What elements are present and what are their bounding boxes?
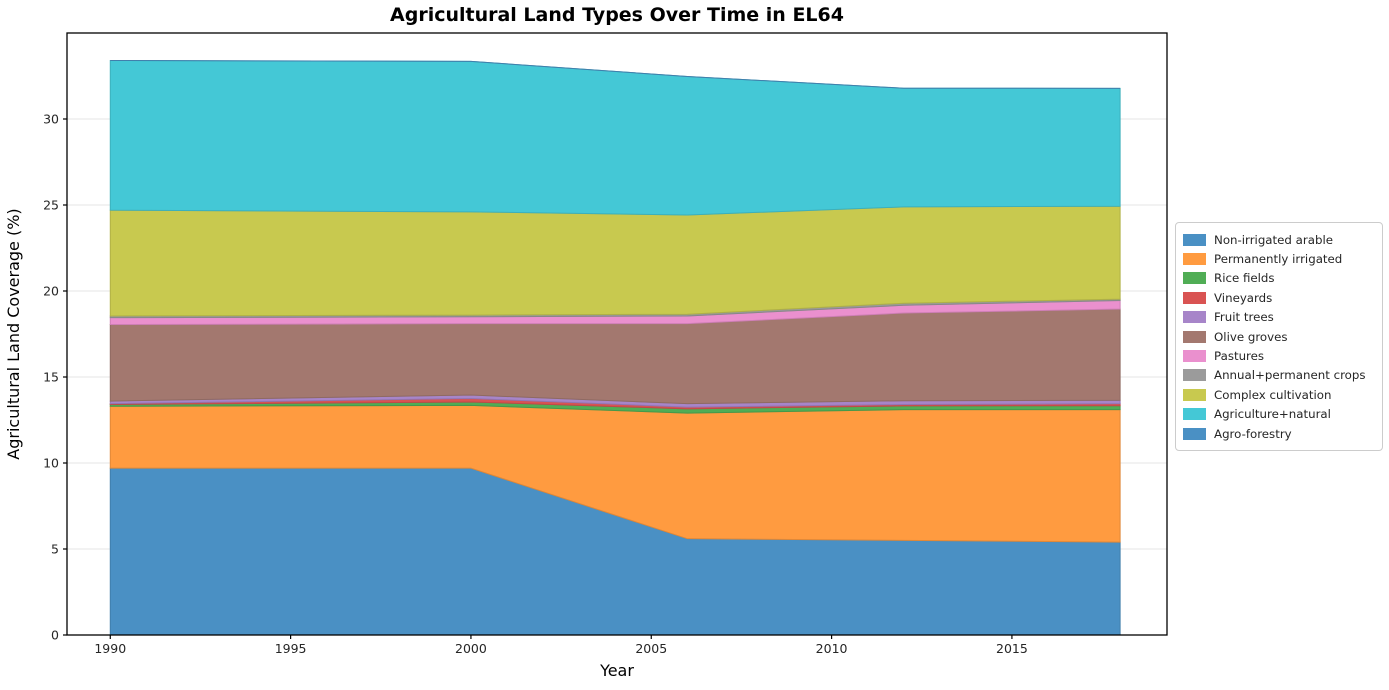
area-layer-complex-cultivation (109, 205, 1121, 317)
y-tick-label: 20 (43, 284, 59, 299)
plot-border (66, 32, 1168, 636)
x-axis-title: Year (599, 661, 634, 680)
legend-swatch-non-irrigated-arable (1183, 233, 1206, 246)
legend-label: Agriculture+natural (1214, 407, 1331, 422)
legend-label: Complex cultivation (1214, 387, 1332, 402)
x-tick-label: 1990 (94, 641, 126, 656)
legend-swatch-agro-forestry (1183, 427, 1206, 440)
tick-marks-and-labels: 1990 1995 2000 2005 2010 2015 0 5 10 15 20 25 30 (43, 112, 1028, 657)
legend-label: Agro-forestry (1214, 426, 1292, 441)
legend-label: Fruit trees (1214, 310, 1274, 325)
axes (66, 32, 1168, 636)
legend-item: Annual+permanent crops (1183, 366, 1374, 385)
axis-titles: Year Agricultural Land Coverage (%) (4, 208, 634, 680)
legend-item: Non-irrigated arable (1183, 230, 1374, 249)
legend-swatch-complex-cultivation (1183, 388, 1206, 401)
y-axis-title: Agricultural Land Coverage (%) (4, 208, 23, 459)
x-tick-label: 2010 (816, 641, 848, 656)
legend-box: Non-irrigated arable Permanently irrigate… (1175, 222, 1383, 452)
legend-item: Fruit trees (1183, 308, 1374, 327)
legend-label: Pastures (1214, 349, 1265, 364)
legend-label: Vineyards (1214, 290, 1273, 305)
y-tick-label: 10 (43, 456, 59, 471)
legend-label: Rice fields (1214, 271, 1275, 286)
legend-item: Pastures (1183, 346, 1374, 365)
y-tick-label: 0 (51, 628, 59, 643)
legend-item: Agro-forestry (1183, 424, 1374, 443)
area-layers (109, 60, 1121, 636)
legend-swatch-permanently-irrigated (1183, 253, 1206, 266)
y-tick-label: 25 (43, 198, 59, 213)
legend-item: Agriculture+natural (1183, 405, 1374, 424)
legend-swatch-pastures (1183, 350, 1206, 363)
legend-label: Olive groves (1214, 329, 1288, 344)
legend-swatch-agriculture-natural (1183, 408, 1206, 421)
legend-swatch-annual-permanent-crops (1183, 369, 1206, 382)
legend-item: Olive groves (1183, 327, 1374, 346)
legend-item: Rice fields (1183, 269, 1374, 288)
area-layer-agro-forestry (110, 60, 1121, 89)
legend-label: Non-irrigated arable (1214, 232, 1333, 247)
legend-swatch-olive-groves (1183, 330, 1206, 343)
x-tick-label: 2005 (635, 641, 667, 656)
legend-item: Permanently irrigated (1183, 249, 1374, 268)
legend-label: Permanently irrigated (1214, 252, 1343, 267)
legend-swatch-rice-fields (1183, 272, 1206, 285)
y-tick-label: 5 (51, 542, 59, 557)
area-layer-agriculture-natural (109, 60, 1121, 216)
legend-swatch-fruit-trees (1183, 311, 1206, 324)
legend-label: Annual+permanent crops (1214, 368, 1366, 383)
legend-item: Complex cultivation (1183, 385, 1374, 404)
y-tick-label: 15 (43, 370, 59, 385)
legend-item: Vineyards (1183, 288, 1374, 307)
chart-title: Agricultural Land Types Over Time in EL6… (390, 4, 844, 26)
legend-swatch-vineyards (1183, 291, 1206, 304)
x-tick-label: 2000 (455, 641, 487, 656)
y-tick-label: 30 (43, 112, 59, 127)
x-tick-label: 1995 (275, 641, 307, 656)
x-tick-label: 2015 (996, 641, 1028, 656)
